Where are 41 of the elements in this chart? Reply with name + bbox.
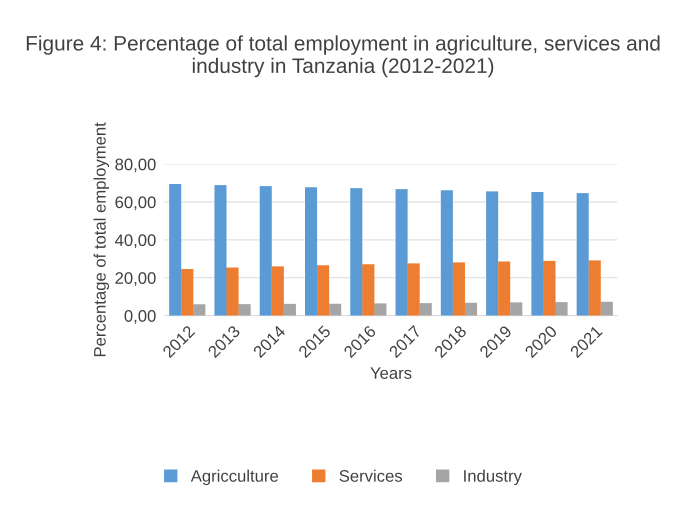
bar: [556, 302, 568, 316]
bar: [169, 184, 182, 316]
y-tick-label: 0,00: [124, 310, 156, 324]
bar: [452, 262, 465, 316]
bar: [420, 303, 432, 316]
bar: [588, 260, 601, 316]
chart-title: Figure 4: Percentage of total employment in agriculture, services and industry in Tanzania (2012-2021): [26, 35, 660, 78]
legend-label: Agricculture: [190, 470, 278, 486]
x-axis-title: Years: [370, 367, 412, 379]
bar: [350, 188, 362, 316]
legend-label: Industry: [464, 470, 522, 486]
y-axis-title: Percentage of total employment: [94, 122, 110, 356]
bar: [193, 304, 206, 316]
bar: [408, 263, 420, 316]
y-tick-label: 80,00: [115, 158, 156, 172]
bar: [181, 269, 194, 316]
bar: [362, 264, 374, 316]
bar: [304, 187, 318, 316]
bar: [600, 302, 613, 316]
bar: [510, 302, 522, 316]
bar: [576, 193, 589, 316]
bar: [374, 303, 386, 316]
bar: [226, 268, 239, 316]
bar: [440, 190, 453, 316]
bar: [329, 304, 342, 316]
legend-label: Services: [339, 470, 402, 482]
bar: [486, 191, 498, 316]
bar: [396, 189, 408, 316]
bar: [272, 266, 284, 316]
bar: [317, 265, 330, 316]
bar: [543, 260, 556, 316]
bar: [464, 302, 478, 316]
bar: [214, 185, 227, 316]
y-tick-label: 20,00: [115, 272, 156, 286]
y-tick-label: 60,00: [115, 196, 156, 210]
bar: [260, 186, 272, 316]
bar: [498, 261, 510, 316]
y-tick-label: 40,00: [114, 234, 156, 248]
bar: [238, 304, 251, 316]
bar: [284, 304, 296, 316]
bar: [531, 192, 544, 316]
